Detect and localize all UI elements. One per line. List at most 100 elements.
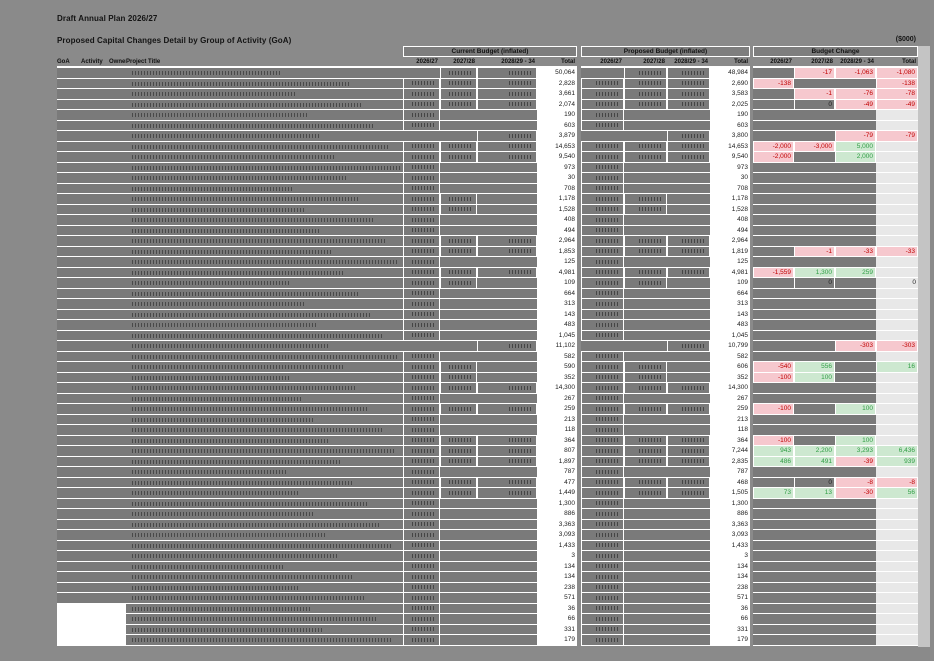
change-2027-28-cell[interactable] [794, 257, 835, 268]
proposed-2028-29-34-cell[interactable] [667, 498, 710, 509]
proposed-2027-28-cell[interactable] [624, 110, 667, 121]
proposed-2027-28-cell[interactable] [624, 393, 667, 404]
project-title-cell[interactable] [126, 120, 403, 131]
proposed-total-cell[interactable]: 3,363 [710, 519, 750, 530]
change-2026-27-cell[interactable] [753, 509, 794, 520]
current-2026-27-cell[interactable] [403, 404, 440, 415]
goa-cell[interactable] [57, 204, 81, 215]
current-total-cell[interactable]: 190 [537, 110, 577, 121]
proposed-2026-27-cell[interactable] [581, 278, 624, 289]
change-2026-27-cell[interactable] [753, 89, 794, 100]
current-2026-27-cell[interactable] [403, 425, 440, 436]
owner-cell[interactable] [109, 561, 126, 572]
current-total-cell[interactable]: 14,300 [537, 383, 577, 394]
current-2028-29-34-cell[interactable] [477, 320, 537, 331]
project-title-cell[interactable] [126, 215, 403, 226]
current-2028-29-34-cell[interactable] [477, 635, 537, 646]
change-2027-28-cell[interactable] [794, 173, 835, 184]
goa-cell[interactable] [57, 519, 81, 530]
change-2027-28-cell[interactable] [794, 603, 835, 614]
proposed-2028-29-34-cell[interactable] [667, 456, 710, 467]
proposed-total-cell[interactable]: 1,819 [710, 246, 750, 257]
proposed-2028-29-34-cell[interactable] [667, 320, 710, 331]
current-2028-29-34-cell[interactable] [477, 540, 537, 551]
owner-cell[interactable] [109, 246, 126, 257]
project-title-cell[interactable] [126, 624, 403, 635]
proposed-total-cell[interactable]: 259 [710, 404, 750, 415]
change-2027-28-cell[interactable]: -1 [794, 89, 835, 100]
current-total-cell[interactable]: 1,528 [537, 204, 577, 215]
project-title-cell[interactable] [126, 131, 403, 142]
activity-cell[interactable] [81, 183, 109, 194]
current-2027-28-cell[interactable] [440, 393, 477, 404]
change-total-cell[interactable] [876, 330, 918, 341]
proposed-2026-27-cell[interactable] [581, 99, 624, 110]
current-2027-28-cell[interactable] [440, 131, 477, 142]
proposed-total-cell[interactable]: 30 [710, 173, 750, 184]
current-total-cell[interactable]: 143 [537, 309, 577, 320]
proposed-2028-29-34-cell[interactable] [667, 309, 710, 320]
goa-cell[interactable] [57, 404, 81, 415]
proposed-total-cell[interactable]: 14,300 [710, 383, 750, 394]
proposed-2027-28-cell[interactable] [624, 467, 667, 478]
owner-cell[interactable] [109, 131, 126, 142]
change-total-cell[interactable] [876, 414, 918, 425]
change-2026-27-cell[interactable]: 486 [753, 456, 794, 467]
current-2026-27-cell[interactable] [403, 225, 440, 236]
proposed-2027-28-cell[interactable] [624, 456, 667, 467]
proposed-2026-27-cell[interactable] [581, 141, 624, 152]
proposed-2026-27-cell[interactable] [581, 530, 624, 541]
current-total-cell[interactable]: 483 [537, 320, 577, 331]
proposed-2028-29-34-cell[interactable] [667, 246, 710, 257]
current-2028-29-34-cell[interactable] [477, 488, 537, 499]
current-2026-27-cell[interactable] [403, 194, 440, 205]
goa-cell[interactable] [57, 477, 81, 488]
proposed-total-cell[interactable]: 2,025 [710, 99, 750, 110]
project-title-cell[interactable] [126, 477, 403, 488]
goa-cell[interactable] [57, 572, 81, 583]
proposed-total-cell[interactable]: 36 [710, 603, 750, 614]
change-2026-27-cell[interactable] [753, 519, 794, 530]
change-2026-27-cell[interactable] [753, 614, 794, 625]
project-title-cell[interactable] [126, 425, 403, 436]
activity-cell[interactable] [81, 236, 109, 247]
owner-cell[interactable] [109, 435, 126, 446]
change-2026-27-cell[interactable]: -2,000 [753, 141, 794, 152]
change-2028-29-34-cell[interactable] [835, 215, 876, 226]
activity-cell[interactable] [81, 288, 109, 299]
activity-cell[interactable] [81, 561, 109, 572]
goa-cell[interactable] [57, 110, 81, 121]
project-title-cell[interactable] [126, 467, 403, 478]
activity-cell[interactable] [81, 141, 109, 152]
goa-cell[interactable] [57, 320, 81, 331]
change-2028-29-34-cell[interactable] [835, 257, 876, 268]
owner-cell[interactable] [109, 624, 126, 635]
change-2026-27-cell[interactable] [753, 246, 794, 257]
current-2028-29-34-cell[interactable] [477, 582, 537, 593]
current-2028-29-34-cell[interactable] [477, 551, 537, 562]
goa-cell[interactable] [57, 246, 81, 257]
activity-cell[interactable] [81, 320, 109, 331]
goa-cell[interactable] [57, 351, 81, 362]
proposed-2028-29-34-cell[interactable] [667, 78, 710, 89]
change-2026-27-cell[interactable] [753, 278, 794, 289]
current-2028-29-34-cell[interactable] [477, 278, 537, 289]
change-2026-27-cell[interactable]: -100 [753, 404, 794, 415]
goa-cell[interactable] [57, 278, 81, 289]
change-2028-29-34-cell[interactable] [835, 309, 876, 320]
current-2028-29-34-cell[interactable] [477, 603, 537, 614]
change-2028-29-34-cell[interactable] [835, 330, 876, 341]
owner-cell[interactable] [109, 362, 126, 373]
proposed-2027-28-cell[interactable] [624, 278, 667, 289]
owner-cell[interactable] [109, 383, 126, 394]
proposed-2027-28-cell[interactable] [624, 540, 667, 551]
current-total-cell[interactable]: 408 [537, 215, 577, 226]
current-2028-29-34-cell[interactable] [477, 246, 537, 257]
goa-cell[interactable] [57, 225, 81, 236]
change-2027-28-cell[interactable] [794, 341, 835, 352]
current-2027-28-cell[interactable] [440, 99, 477, 110]
proposed-2028-29-34-cell[interactable] [667, 561, 710, 572]
proposed-2028-29-34-cell[interactable] [667, 330, 710, 341]
proposed-2026-27-cell[interactable] [581, 246, 624, 257]
proposed-2026-27-cell[interactable] [581, 404, 624, 415]
